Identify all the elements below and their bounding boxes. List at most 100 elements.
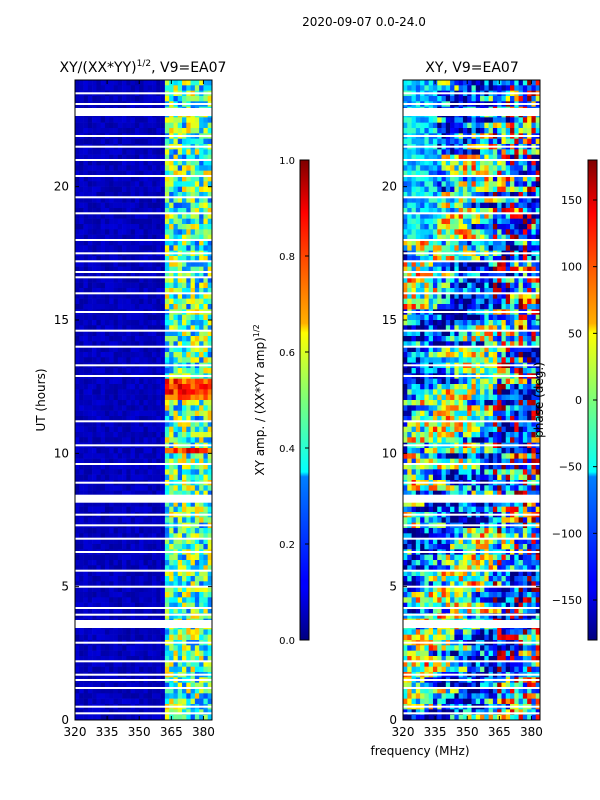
heatmap-cell	[122, 389, 127, 395]
heatmap-cell	[96, 544, 101, 550]
heatmap-cell	[87, 517, 93, 523]
heatmap-cell	[190, 634, 196, 641]
heatmap-cell	[510, 160, 515, 166]
heatmap-cell	[207, 533, 213, 539]
heatmap-cell	[531, 208, 537, 214]
heatmap-cell	[104, 656, 110, 662]
heatmap-cell	[207, 341, 213, 347]
heatmap-cell	[122, 400, 127, 406]
heatmap-cell	[109, 282, 114, 289]
heatmap-cell	[169, 437, 174, 443]
heatmap-cell	[104, 506, 110, 513]
heatmap-cell	[199, 485, 204, 491]
heatmap-cell	[186, 186, 191, 193]
heatmap-cell	[488, 229, 494, 235]
heatmap-cell	[186, 576, 191, 582]
heatmap-cell	[147, 277, 153, 283]
heatmap-cell	[100, 293, 106, 299]
heatmap-cell	[428, 224, 434, 230]
heatmap-cell	[100, 597, 106, 603]
heatmap-cell	[156, 314, 161, 321]
heatmap-cell	[122, 538, 127, 545]
heatmap-cell	[501, 122, 507, 129]
heatmap-cell	[415, 256, 421, 262]
heatmap-cell	[169, 538, 174, 545]
heatmap-cell	[510, 149, 515, 155]
heatmap-cell	[143, 170, 149, 177]
heatmap-cell	[92, 469, 97, 475]
heatmap-cell	[139, 490, 144, 497]
heatmap-cell	[143, 453, 149, 459]
heatmap-cell	[147, 448, 153, 454]
heatmap-cell	[122, 416, 127, 422]
heatmap-cell	[79, 272, 84, 278]
heatmap-cell	[462, 96, 468, 102]
heatmap-cell	[403, 117, 408, 123]
heatmap-cell	[164, 560, 170, 566]
heatmap-cell	[122, 602, 127, 609]
heatmap-cell	[79, 304, 84, 310]
heatmap-cell	[126, 368, 131, 374]
heatmap-cell	[160, 634, 166, 641]
heatmap-cell	[177, 629, 183, 635]
heatmap-cell	[203, 138, 209, 145]
heatmap-cell	[501, 165, 507, 171]
heatmap-cell	[139, 234, 144, 241]
heatmap-cell	[139, 448, 144, 454]
heatmap-cell	[190, 288, 196, 294]
heatmap-cell	[122, 554, 127, 561]
heatmap-cell	[514, 80, 519, 86]
heatmap-cell	[207, 320, 213, 326]
heatmap-cell	[92, 581, 97, 587]
heatmap-cell	[100, 341, 106, 347]
heatmap-cell	[117, 682, 123, 689]
heatmap-cell	[143, 261, 149, 267]
heatmap-cell	[169, 432, 174, 438]
heatmap-cell	[134, 234, 140, 241]
heatmap-cell	[87, 304, 93, 310]
heatmap-cell	[122, 581, 127, 587]
heatmap-cell	[488, 117, 494, 123]
heatmap-cell	[173, 229, 179, 235]
heatmap-cell	[182, 400, 187, 406]
heatmap-cell	[126, 272, 131, 278]
heatmap-cell	[117, 197, 123, 203]
heatmap-cell	[122, 224, 127, 230]
heatmap-cell	[79, 645, 84, 651]
heatmap-cell	[471, 85, 477, 91]
heatmap-cell	[87, 208, 93, 214]
heatmap-cell	[467, 213, 472, 219]
heatmap-cell	[518, 170, 524, 177]
heatmap-cell	[122, 181, 127, 187]
heatmap-cell	[139, 202, 144, 209]
heatmap-cell	[92, 170, 97, 177]
heatmap-cell	[177, 293, 183, 299]
heatmap-cell	[415, 240, 421, 246]
heatmap-cell	[432, 202, 438, 209]
heatmap-cell	[160, 224, 166, 230]
heatmap-cell	[130, 421, 136, 427]
flagged-gap	[75, 712, 212, 715]
heatmap-cell	[173, 602, 179, 609]
heatmap-cell	[104, 405, 110, 411]
heatmap-cell	[182, 458, 187, 465]
heatmap-cell	[83, 197, 89, 203]
heatmap-cell	[96, 229, 101, 235]
heatmap-cell	[160, 586, 166, 593]
heatmap-cell	[87, 197, 93, 203]
heatmap-cell	[190, 117, 196, 123]
heatmap-cell	[79, 714, 84, 721]
heatmap-cell	[186, 234, 191, 241]
heatmap-cell	[126, 197, 131, 203]
heatmap-cell	[531, 117, 537, 123]
heatmap-cell	[100, 154, 106, 161]
heatmap-cell	[199, 389, 204, 395]
heatmap-cell	[117, 464, 123, 470]
heatmap-cell	[126, 597, 131, 603]
heatmap-cell	[139, 437, 144, 443]
heatmap-cell	[122, 80, 127, 86]
heatmap-cell	[87, 245, 93, 251]
heatmap-cell	[87, 298, 93, 305]
heatmap-cell	[130, 570, 136, 577]
heatmap-cell	[186, 709, 191, 715]
